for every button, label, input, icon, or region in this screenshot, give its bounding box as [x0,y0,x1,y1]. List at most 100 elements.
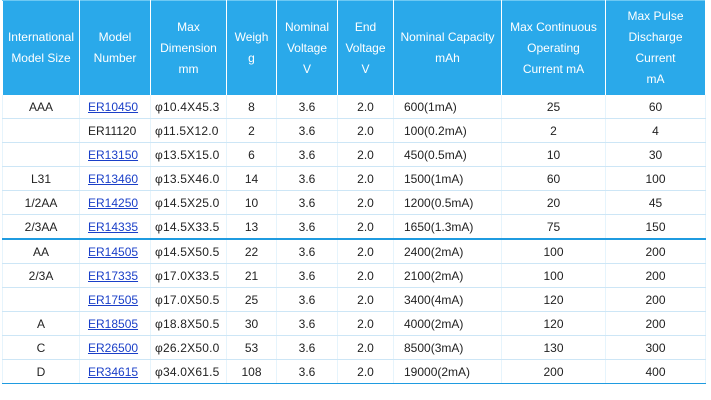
capacity-cell: 1650(1.3mA) [393,214,502,240]
end-voltage-cell: 2.0 [337,118,394,143]
model-cell: ER14250 [79,190,151,215]
header-text-line: Dimension [160,40,217,55]
pulse-current-cell: 200 [605,263,706,288]
dimension-cell: φ17.0X33.5 [150,263,227,288]
end-voltage-cell: 2.0 [337,214,394,240]
header-text-line: Discharge [628,30,683,44]
header-nominal-capacity: Nominal Capacity mAh [393,0,502,95]
model-link[interactable]: ER18505 [88,316,139,331]
dimension-cell: φ14.5X50.5 [150,238,227,264]
capacity-cell: 19000(2mA) [393,359,502,384]
dimension-cell: φ14.5X25.0 [150,190,227,215]
model-link[interactable]: ER26500 [88,340,139,355]
pulse-current-cell: 150 [605,214,706,240]
continuous-current-cell: 60 [501,166,606,191]
model-cell: ER14335 [79,214,151,240]
table-row: C ER26500 φ26.2X50.0 53 3.6 2.0 8500(3mA) 130 30… [2,335,706,360]
nominal-voltage-cell: 3.6 [276,142,338,167]
pulse-current-cell: 300 [605,335,706,360]
continuous-current-cell: 120 [501,311,606,336]
end-voltage-cell: 2.0 [337,311,394,336]
pulse-current-cell: 200 [605,238,706,264]
header-text-line: Model [98,30,132,44]
table-row: 2/3AA ER14335 φ14.5X33.5 13 3.6 2.0 1650(1.3mA… [2,214,706,240]
header-text-line: Voltage [345,40,386,55]
model-link[interactable]: ER17505 [88,292,139,307]
weight-cell: 2 [226,118,277,143]
model-cell: ER17505 [79,287,151,312]
model-link[interactable]: ER14250 [88,195,139,210]
continuous-current-cell: 2 [501,118,606,143]
header-text-line: Nominal [284,19,329,34]
end-voltage-cell: 2.0 [337,335,394,360]
pulse-current-cell: 4 [605,118,706,143]
nominal-voltage-cell: 3.6 [276,359,338,384]
header-text-line: Operating [527,40,580,55]
model-link[interactable]: ER13460 [88,171,139,186]
nominal-voltage-cell: 3.6 [276,95,338,119]
header-text-line: g [248,51,255,65]
table-row: 1/2AA ER14250 φ14.5X25.0 10 3.6 2.0 1200(0.5mA… [2,190,706,215]
model-cell: ER13460 [79,166,151,191]
size-cell: C [2,335,80,360]
end-voltage-cell: 2.0 [337,238,394,264]
size-cell: L31 [2,166,80,191]
dimension-cell: φ17.0X50.5 [150,287,227,312]
model-cell: ER18505 [79,311,151,336]
continuous-current-cell: 20 [501,190,606,215]
dimension-cell: φ13.5X46.0 [150,166,227,191]
model-link[interactable]: ER14505 [88,244,139,259]
weight-cell: 108 [226,359,277,384]
weight-cell: 21 [226,263,277,288]
dimension-cell: φ26.2X50.0 [150,335,227,360]
table-header: International Model Size Model Number Max Dim… [2,0,706,95]
model-text: ER11120 [88,123,137,138]
header-row: International Model Size Model Number Max Dim… [2,0,706,95]
header-text-line: Max [177,19,200,34]
model-link[interactable]: ER34615 [88,364,139,379]
header-text-line: mA [646,72,665,86]
size-cell [2,142,80,167]
header-text-line: V [361,61,370,76]
capacity-cell: 1200(0.5mA) [393,190,502,215]
model-link[interactable]: ER14335 [88,219,139,234]
capacity-cell: 2400(2mA) [393,238,502,264]
nominal-voltage-cell: 3.6 [276,311,338,336]
dimension-cell: φ18.8X50.5 [150,311,227,336]
model-link[interactable]: ER10450 [88,99,139,114]
pulse-current-cell: 30 [605,142,706,167]
header-text-line: mm [178,61,199,76]
continuous-current-cell: 200 [501,359,606,384]
pulse-current-cell: 100 [605,166,706,191]
header-text-line: Voltage [286,40,328,55]
end-voltage-cell: 2.0 [337,359,394,384]
dimension-cell: φ14.5X33.5 [150,214,227,240]
model-cell: ER34615 [79,359,151,384]
header-text-line: End [354,19,377,34]
table-row: D ER34615 φ34.0X61.5 108 3.6 2.0 19000(2mA) 200… [2,359,706,384]
model-link[interactable]: ER17335 [88,268,139,283]
weight-cell: 53 [226,335,277,360]
dimension-cell: φ11.5X12.0 [150,118,227,143]
model-cell: ER10450 [79,95,151,119]
header-text-line: International [7,30,75,44]
continuous-current-cell: 75 [501,214,606,240]
header-max-pulse-current: Max Pulse Discharge Current mA [605,0,706,95]
end-voltage-cell: 2.0 [337,166,394,191]
end-voltage-cell: 2.0 [337,95,394,119]
continuous-current-cell: 100 [501,263,606,288]
header-text-line: Weigh [234,30,269,44]
size-cell [2,287,80,312]
nominal-voltage-cell: 3.6 [276,287,338,312]
nominal-voltage-cell: 3.6 [276,166,338,191]
table-row: A ER18505 φ18.8X50.5 30 3.6 2.0 4000(2mA) 120 20… [2,311,706,336]
header-text-line: Max Pulse [627,9,684,23]
table-row: AA ER14505 φ14.5X50.5 22 3.6 2.0 2400(2mA) 100 2… [2,238,706,264]
header-text-line: V [302,61,311,76]
model-link[interactable]: ER13150 [88,147,139,162]
table-row: L31 ER13460 φ13.5X46.0 14 3.6 2.0 1500(1mA) 60 1… [2,166,706,191]
capacity-cell: 2100(2mA) [393,263,502,288]
capacity-cell: 100(0.2mA) [393,118,502,143]
continuous-current-cell: 130 [501,335,606,360]
continuous-current-cell: 10 [501,142,606,167]
